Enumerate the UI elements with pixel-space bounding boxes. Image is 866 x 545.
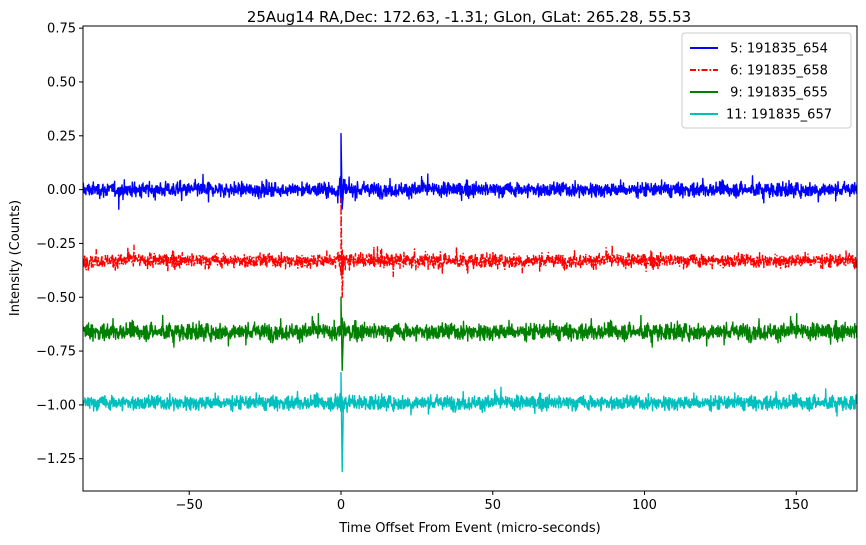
y-tick-label: 0.00 — [47, 183, 76, 198]
y-tick-label: 0.50 — [47, 75, 76, 90]
series-line-1 — [83, 132, 857, 210]
x-tick-label: 100 — [632, 498, 657, 513]
x-axis: −50 0 50 100 150 — [176, 491, 809, 513]
y-tick-label: −0.50 — [36, 291, 76, 306]
series-line-3 — [83, 296, 857, 372]
y-tick-label: −0.25 — [36, 237, 76, 252]
series-line-4 — [83, 371, 857, 473]
x-tick-label: 50 — [484, 498, 501, 513]
legend-label: 9: 191835_655 — [726, 86, 828, 101]
legend-label: 6: 191835_658 — [726, 64, 828, 79]
x-axis-label: Time Offset From Event (micro-seconds) — [338, 521, 601, 536]
plot-area — [83, 132, 857, 473]
y-tick-label: −1.25 — [36, 452, 76, 467]
y-tick-label: 0.25 — [47, 129, 76, 144]
legend-label: 11: 191835_657 — [726, 108, 832, 123]
y-axis-label: Intensity (Counts) — [8, 200, 23, 316]
y-axis: 0.75 0.50 0.25 0.00 −0.25 −0.50 −0.75 −1.00 −1.2… — [36, 22, 83, 467]
chart-title: 25Aug14 RA,Dec: 172.63, -1.31; GLon, GLa… — [247, 8, 691, 26]
legend-box — [681, 32, 852, 129]
legend-label: 5: 191835_654 — [726, 42, 828, 57]
x-tick-label: 0 — [337, 498, 345, 513]
plot-frame — [82, 25, 858, 492]
x-tick-label: −50 — [176, 498, 203, 513]
series-line-2 — [83, 197, 857, 298]
legend: 5: 191835_654 6: 191835_658 9: 191835_65… — [681, 32, 852, 129]
x-tick-label: 150 — [784, 498, 809, 513]
y-tick-label: 0.75 — [47, 22, 76, 37]
y-tick-label: −0.75 — [36, 345, 76, 360]
y-tick-label: −1.00 — [36, 398, 76, 413]
